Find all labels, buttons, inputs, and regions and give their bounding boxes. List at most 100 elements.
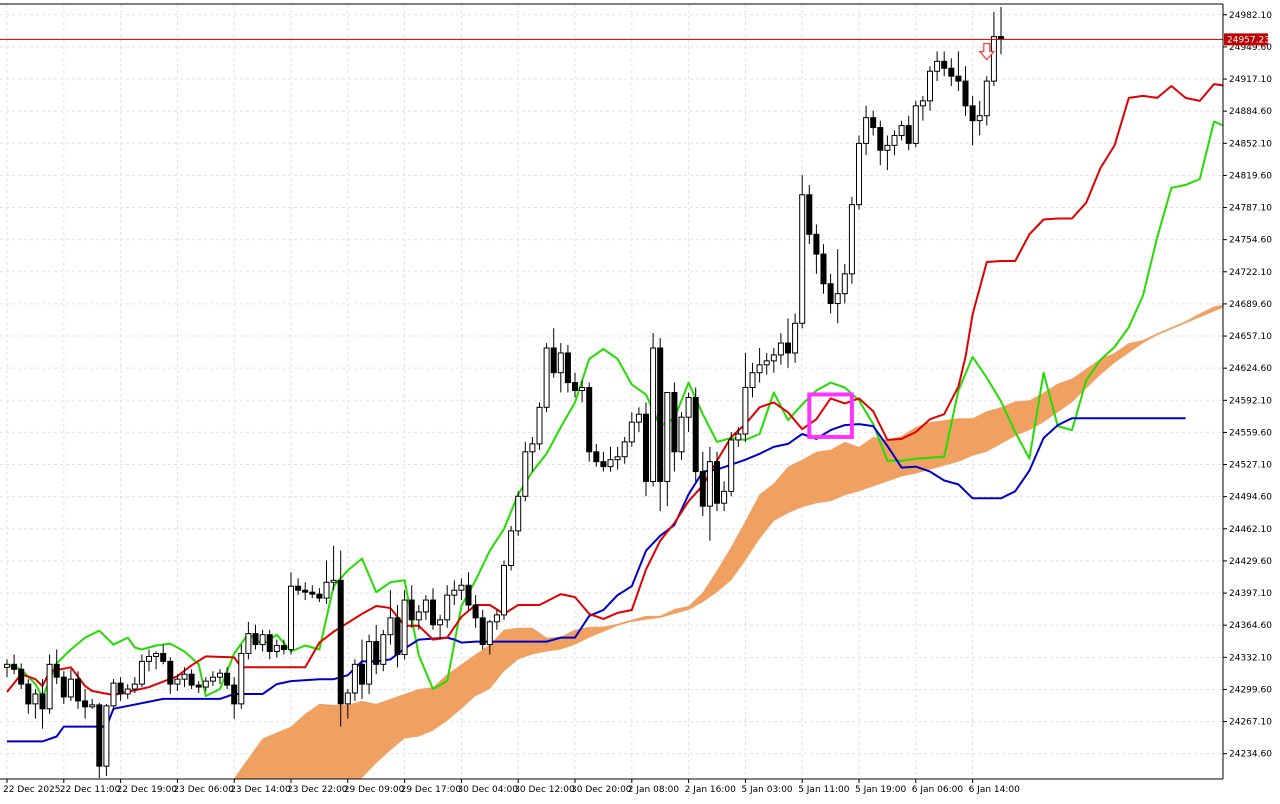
candle-body [153, 652, 160, 657]
kijun-sen-line [7, 417, 1186, 743]
candle-body [394, 617, 401, 655]
candle-body [799, 194, 806, 324]
current-price-label: 24957.23 [1227, 35, 1270, 45]
candle-body [536, 406, 543, 445]
y-tick-label: 24884.60 [1229, 107, 1272, 117]
candle-body [806, 194, 813, 235]
y-tick-label: 24689.60 [1229, 300, 1272, 310]
candle-body [337, 579, 344, 705]
y-tick-label: 24267.10 [1229, 718, 1272, 728]
y-tick-label: 24494.60 [1229, 493, 1272, 503]
candle-body [628, 421, 635, 443]
candle-body [493, 614, 500, 623]
candle-body [692, 396, 699, 473]
candle-body [650, 347, 657, 482]
candle-body [919, 100, 926, 107]
candle-body [550, 347, 557, 374]
candle-body [46, 663, 53, 710]
candle-body [472, 604, 479, 619]
candle-body [983, 80, 990, 117]
candle-body [288, 585, 294, 651]
candle-body [415, 611, 422, 621]
candle-body [508, 530, 515, 566]
candle-body [252, 633, 259, 646]
candle-body [735, 433, 742, 441]
candle-body [621, 441, 628, 458]
candle-body [11, 663, 18, 670]
candle-body [998, 36, 1004, 40]
candle-body [671, 391, 678, 453]
candle-body [607, 459, 614, 468]
x-tick-label: 22 Dec 11:00 [60, 785, 121, 795]
x-tick-label: 23 Dec 06:00 [173, 785, 234, 795]
y-tick-label: 24787.10 [1229, 204, 1272, 214]
candle-body [380, 634, 387, 665]
x-tick-label: 5 Jan 03:00 [741, 785, 793, 795]
candle-body [188, 673, 195, 686]
x-tick-label: 2 Jan 08:00 [628, 785, 680, 795]
x-tick-label: 23 Dec 22:00 [287, 785, 348, 795]
y-tick-label: 24429.60 [1229, 557, 1272, 567]
candle-body [827, 283, 834, 305]
candle-body [18, 668, 25, 685]
x-tick-label: 5 Jan 11:00 [798, 785, 850, 795]
x-tick-label: 23 Dec 14:00 [230, 785, 291, 795]
axes: 24982.10 24949.60 24917.10 24884.60 24852.10… [0, 3, 1272, 795]
candle-body [714, 461, 720, 504]
candle-body [969, 105, 976, 122]
candle-body [53, 663, 60, 678]
candle-body [245, 633, 252, 654]
candle-body [884, 144, 891, 151]
candle-body [742, 387, 749, 435]
candle-body [401, 599, 408, 655]
candle-body [643, 413, 649, 482]
candle-body [820, 253, 827, 285]
candle-body [373, 641, 380, 665]
candle-body [174, 678, 181, 685]
candle-body [813, 233, 820, 255]
candle-body [430, 599, 436, 626]
candle-body [4, 663, 10, 668]
y-tick-label: 24462.10 [1229, 525, 1272, 535]
x-tick-label: 2 Jan 16:00 [685, 785, 737, 795]
candle-body [444, 594, 451, 621]
candle-body [238, 652, 245, 705]
candle-body [486, 621, 493, 646]
candle-body [501, 564, 507, 616]
candle-body [387, 617, 394, 636]
candle-body [309, 591, 316, 595]
candle-body [955, 75, 962, 82]
candle-body [181, 673, 188, 680]
x-tick-label: 6 Jan 06:00 [912, 785, 964, 795]
candle-body [103, 705, 110, 767]
candle-body [657, 347, 664, 482]
signal-marker-box [807, 392, 854, 439]
candle-body [635, 413, 642, 423]
candle-body [877, 127, 884, 151]
candle-body [728, 439, 735, 492]
candle-body [479, 617, 486, 646]
candle-body [856, 142, 862, 206]
candle-body [302, 589, 309, 593]
candle-body [699, 471, 706, 507]
candle-body [323, 581, 330, 599]
y-tick-label: 24852.10 [1229, 139, 1272, 149]
candle-body [543, 347, 550, 408]
candle-body [664, 391, 671, 482]
candle-body [316, 593, 323, 599]
cloud-area [232, 304, 1223, 779]
y-tick-label: 24592.10 [1229, 396, 1272, 406]
candle-body [749, 372, 756, 389]
candle-body [422, 599, 429, 613]
x-tick-label: 30 Dec 12:00 [514, 785, 575, 795]
candle-body [75, 678, 81, 702]
y-tick-label: 24332.10 [1229, 653, 1272, 663]
candle-body [792, 322, 799, 354]
candle-body [891, 134, 898, 146]
candle-body [529, 443, 536, 453]
y-tick-label: 24982.10 [1229, 11, 1272, 21]
x-tick-label: 22 Dec 2025 [3, 785, 61, 795]
y-tick-label: 24397.10 [1229, 589, 1272, 599]
